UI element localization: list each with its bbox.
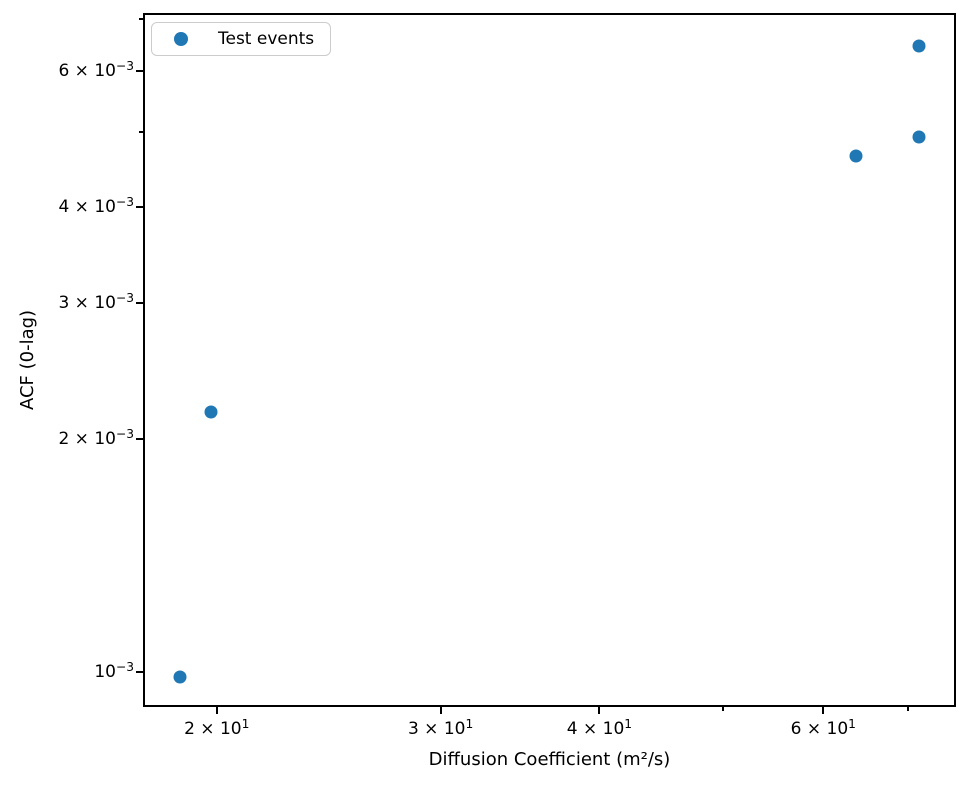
y-axis-tick bbox=[139, 130, 143, 133]
y-tick-label: 6 × 10−3 bbox=[58, 58, 134, 81]
x-axis-label: Diffusion Coefficient (m²/s) bbox=[428, 749, 671, 770]
x-axis-tick bbox=[721, 707, 724, 711]
y-tick-label: 2 × 10−3 bbox=[58, 427, 134, 450]
x-axis-tick bbox=[598, 707, 601, 714]
y-axis-tick bbox=[136, 670, 143, 673]
y-axis-label: ACF (0-lag) bbox=[17, 309, 38, 411]
legend-label: Test events bbox=[218, 29, 315, 49]
x-tick-label: 6 × 101 bbox=[790, 716, 856, 739]
y-tick-label: 3 × 10−3 bbox=[58, 291, 134, 314]
plot-area: Test events bbox=[136, 13, 956, 714]
axes-frame bbox=[143, 13, 956, 707]
ticks-layer bbox=[136, 13, 956, 714]
x-axis-tick bbox=[907, 707, 910, 711]
scatter-point bbox=[849, 149, 863, 163]
x-axis-tick bbox=[215, 707, 218, 714]
x-axis-tick bbox=[439, 707, 442, 714]
x-axis-tick bbox=[822, 707, 825, 714]
x-tick-label: 4 × 101 bbox=[566, 716, 633, 739]
legend: Test events bbox=[151, 22, 332, 56]
legend-marker-icon bbox=[174, 32, 188, 46]
y-axis-tick bbox=[139, 18, 143, 21]
y-axis-tick bbox=[136, 205, 143, 208]
scatter-point bbox=[912, 39, 926, 53]
y-axis-tick bbox=[136, 69, 143, 72]
y-axis-tick bbox=[136, 302, 143, 305]
y-axis-tick bbox=[136, 438, 143, 441]
points-layer bbox=[143, 13, 956, 707]
x-tick-label: 2 × 101 bbox=[184, 716, 250, 739]
scatter-point bbox=[912, 130, 926, 144]
y-tick-label: 4 × 10−3 bbox=[58, 194, 134, 217]
y-tick-label: 10−3 bbox=[94, 659, 134, 682]
scatter-point bbox=[173, 670, 187, 684]
scatter-point bbox=[204, 405, 218, 419]
x-tick-label: 3 × 101 bbox=[407, 716, 474, 739]
